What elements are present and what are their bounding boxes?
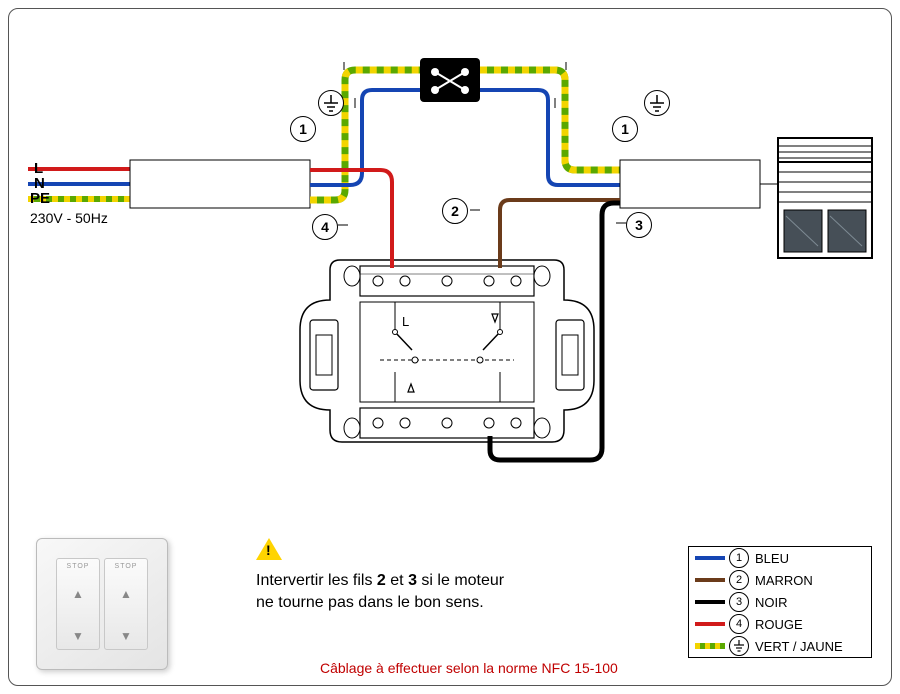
legend-wire-brown <box>695 578 725 582</box>
switch-btn-left: STOP ▲ ▼ <box>56 558 100 650</box>
arrow-down-icon-2: ▼ <box>105 629 147 643</box>
warning-icon <box>256 538 282 560</box>
callout-2: 2 <box>442 198 468 224</box>
legend-row-brown: 2 MARRON <box>689 569 871 591</box>
legend-box: 1 BLEU 2 MARRON 3 NOIR 4 ROUGE VERT / JA… <box>688 546 872 658</box>
switch-body: L <box>300 260 594 442</box>
arrow-up-icon: ▲ <box>57 587 99 601</box>
legend-label-black: NOIR <box>755 595 788 610</box>
note-line1-c: si le moteur <box>417 572 504 589</box>
note-text: Intervertir les fils 2 et 3 si le moteur… <box>256 570 616 613</box>
legend-label-red: ROUGE <box>755 617 803 632</box>
shutter-window <box>778 138 872 258</box>
junction-box <box>420 58 480 102</box>
switch-btn-right: STOP ▲ ▼ <box>104 558 148 650</box>
legend-num-3: 3 <box>729 592 749 612</box>
note-bold-3: 3 <box>408 572 417 589</box>
norm-text: Câblage à effectuer selon la norme NFC 1… <box>320 660 618 676</box>
legend-num-1: 1 <box>729 548 749 568</box>
switch-product: STOP ▲ ▼ STOP ▲ ▼ <box>36 538 168 670</box>
arrow-up-icon-2: ▲ <box>105 587 147 601</box>
switch-stop-left: STOP <box>57 563 99 570</box>
note-line1-a: Intervertir les fils <box>256 572 377 589</box>
callout-1-right: 1 <box>612 116 638 142</box>
legend-num-2: 2 <box>729 570 749 590</box>
legend-wire-blue <box>695 556 725 560</box>
legend-row-gy: VERT / JAUNE <box>689 635 871 657</box>
label-PE: PE <box>30 190 50 207</box>
legend-wire-black <box>695 600 725 604</box>
note-bold-2: 2 <box>377 572 386 589</box>
legend-row-red: 4 ROUGE <box>689 613 871 635</box>
legend-wire-gy <box>695 643 725 649</box>
ground-right-icon <box>644 90 670 116</box>
legend-ground-icon <box>729 636 749 656</box>
callout-4: 4 <box>312 214 338 240</box>
legend-label-brown: MARRON <box>755 573 813 588</box>
switch-stop-right: STOP <box>105 563 147 570</box>
legend-label-blue: BLEU <box>755 551 789 566</box>
legend-row-black: 3 NOIR <box>689 591 871 613</box>
svg-text:L: L <box>402 314 409 329</box>
arrow-down-icon: ▼ <box>57 629 99 643</box>
legend-wire-red <box>695 622 725 626</box>
legend-row-blue: 1 BLEU <box>689 547 871 569</box>
legend-label-gy: VERT / JAUNE <box>755 639 843 654</box>
note-line1-b: et <box>386 572 408 589</box>
label-rating: 230V - 50Hz <box>30 210 108 226</box>
note-line2: ne tourne pas dans le bon sens. <box>256 594 484 611</box>
callout-1-left: 1 <box>290 116 316 142</box>
callout-3: 3 <box>626 212 652 238</box>
legend-num-4: 4 <box>729 614 749 634</box>
ground-left-icon <box>318 90 344 116</box>
